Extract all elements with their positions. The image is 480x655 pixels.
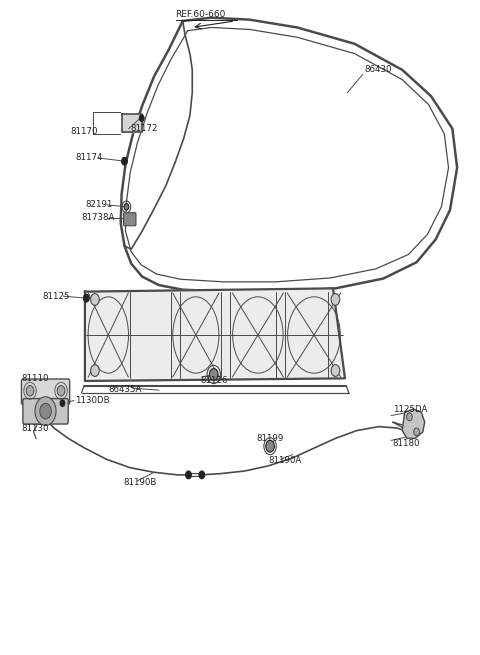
Circle shape: [124, 204, 129, 210]
Circle shape: [121, 157, 127, 165]
Polygon shape: [121, 113, 142, 132]
Text: 81172: 81172: [130, 124, 158, 133]
Circle shape: [199, 471, 204, 479]
FancyBboxPatch shape: [123, 213, 136, 226]
Circle shape: [331, 293, 340, 305]
Circle shape: [407, 413, 412, 421]
Text: 86430: 86430: [364, 66, 392, 75]
Text: 81738A: 81738A: [82, 214, 115, 223]
Text: 1125DA: 1125DA: [393, 405, 427, 413]
Text: 1130DB: 1130DB: [75, 396, 110, 405]
Circle shape: [60, 400, 65, 406]
Circle shape: [26, 386, 34, 396]
Circle shape: [84, 294, 89, 302]
Text: 81174: 81174: [75, 153, 103, 162]
Circle shape: [139, 115, 144, 121]
Circle shape: [40, 403, 51, 419]
Text: 81125: 81125: [42, 291, 70, 301]
Text: 81180: 81180: [393, 439, 420, 448]
Circle shape: [91, 365, 99, 377]
Circle shape: [35, 397, 56, 426]
Text: 81190A: 81190A: [269, 456, 302, 465]
Text: 81190B: 81190B: [123, 477, 156, 487]
Text: 86435A: 86435A: [109, 385, 142, 394]
Polygon shape: [85, 288, 345, 381]
Circle shape: [186, 471, 192, 479]
Polygon shape: [402, 409, 425, 438]
Circle shape: [209, 369, 218, 381]
Circle shape: [266, 440, 275, 452]
Circle shape: [414, 428, 420, 436]
Text: 81126: 81126: [200, 377, 228, 386]
Text: REF.60-660: REF.60-660: [176, 10, 226, 19]
Text: 81199: 81199: [257, 434, 284, 443]
Text: 81170: 81170: [71, 127, 98, 136]
Circle shape: [91, 293, 99, 305]
Circle shape: [57, 386, 65, 396]
FancyBboxPatch shape: [23, 399, 68, 424]
Text: 81110: 81110: [22, 374, 49, 383]
Text: 81130: 81130: [22, 424, 49, 433]
Text: 82191: 82191: [85, 200, 112, 210]
FancyBboxPatch shape: [22, 379, 70, 404]
Circle shape: [331, 365, 340, 377]
